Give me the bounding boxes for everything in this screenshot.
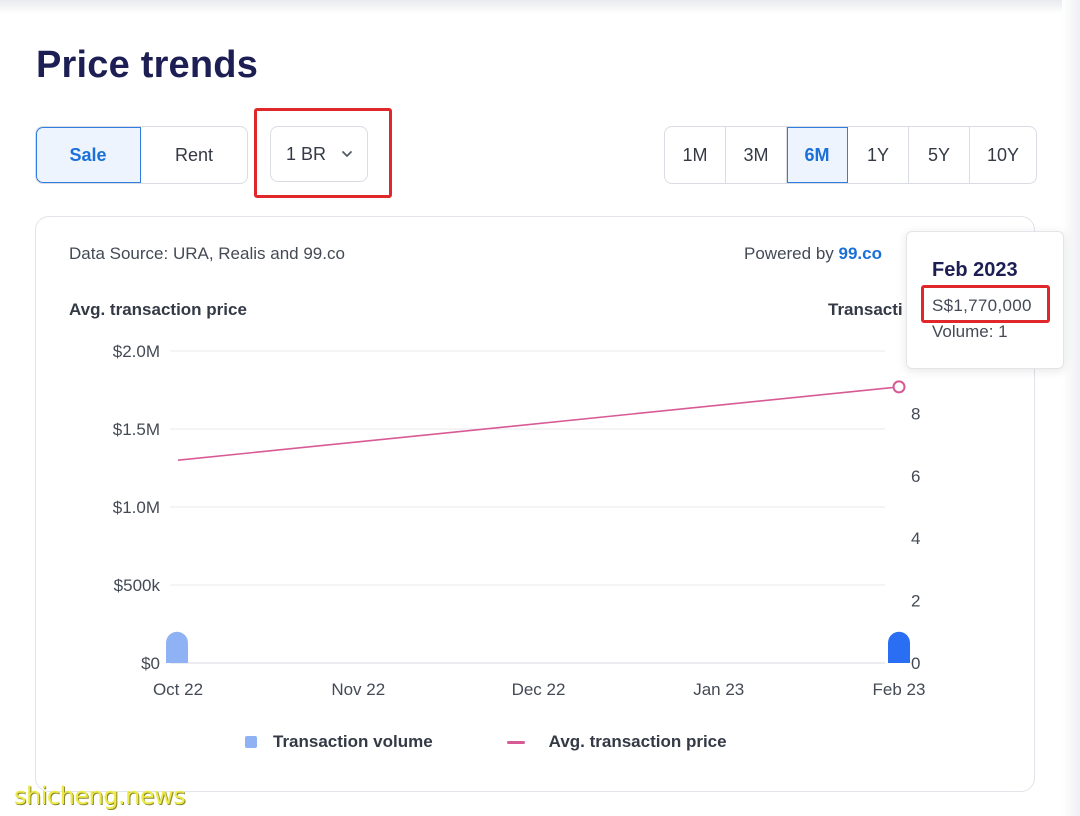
volume-bars	[166, 631, 910, 663]
listing-type-toggle: Sale Rent	[35, 126, 248, 184]
powered-prefix: Powered by	[744, 244, 839, 263]
y-right-tick-label: 4	[911, 529, 920, 548]
y-left-tick-label: $1.5M	[113, 420, 160, 439]
y-left-tick-label: $1.0M	[113, 498, 160, 517]
tooltip-date: Feb 2023	[932, 259, 1018, 281]
page-title: Price trends	[36, 44, 259, 86]
chevron-down-icon	[342, 151, 352, 157]
price-point-marker	[892, 380, 906, 394]
highlight-box-tooltip-price	[921, 285, 1050, 323]
x-tick-label: Dec 22	[512, 680, 566, 699]
volume-bar	[166, 631, 188, 663]
price-line-series	[177, 380, 906, 461]
price-line	[177, 386, 900, 461]
tooltip-price: S$1,770,000	[932, 296, 1032, 315]
y-right-tick-label: 6	[911, 467, 920, 486]
y-left-tick-label: $500k	[114, 576, 161, 595]
y-left-tick-label: $2.0M	[113, 342, 160, 361]
data-source-label: Data Source: URA, Realis and 99.co	[69, 244, 345, 263]
y-left-ticks: $0 $500k $1.0M $1.5M $2.0M	[113, 342, 161, 673]
period-1y[interactable]: 1Y	[848, 127, 910, 183]
volume-bar	[888, 631, 910, 663]
watermark-text: shicheng.news	[14, 782, 186, 810]
period-6m[interactable]: 6M	[787, 127, 849, 183]
highlight-box-bedroom-select	[254, 108, 392, 198]
legend-label-volume: Transaction volume	[273, 732, 433, 751]
legend-swatch-price	[506, 740, 525, 744]
tab-sale[interactable]: Sale	[36, 127, 141, 183]
y-right-ticks: 0 2 4 6 8	[911, 404, 920, 673]
legend-label-price: Avg. transaction price	[548, 732, 727, 751]
chart-tooltip	[906, 231, 1064, 369]
grid-lines	[170, 350, 885, 664]
powered-brand-link[interactable]: 99.co	[838, 244, 882, 263]
y-left-tick-label: $0	[141, 654, 160, 673]
period-10y[interactable]: 10Y	[987, 144, 1020, 165]
period-1m[interactable]: 1M	[665, 127, 727, 183]
legend-swatch-volume	[245, 736, 257, 748]
y-right-tick-label: 2	[911, 592, 920, 611]
legend-item-price[interactable]: Avg. transaction price	[506, 732, 727, 752]
x-tick-label: Oct 22	[153, 680, 203, 699]
x-ticks: Oct 22 Nov 22 Dec 22 Jan 23 Feb 23	[153, 680, 926, 699]
period-3m[interactable]: 3M	[726, 127, 788, 183]
x-tick-label: Nov 22	[331, 680, 385, 699]
bedroom-select-value: 1 BR	[286, 143, 327, 164]
x-tick-label: Feb 23	[873, 680, 926, 699]
chart-card	[35, 216, 1035, 792]
chart-legend: Transaction volume Avg. transaction pric…	[245, 732, 727, 752]
right-shadow	[1062, 0, 1080, 816]
tab-rent[interactable]: Rent	[174, 144, 214, 165]
period-5y[interactable]: 5Y	[909, 127, 971, 183]
y-right-axis-title: Transacti	[828, 300, 903, 319]
x-tick-label: Jan 23	[693, 680, 744, 699]
y-left-axis-title: Avg. transaction price	[69, 300, 247, 319]
y-right-tick-label: 0	[911, 654, 920, 673]
legend-item-volume[interactable]: Transaction volume	[245, 732, 433, 752]
y-right-tick-label: 8	[911, 404, 920, 423]
top-shadow	[0, 0, 1080, 14]
tooltip-volume: Volume: 1	[932, 322, 1008, 341]
powered-by-label: Powered by 99.co	[744, 244, 882, 264]
bedroom-select[interactable]: 1 BR	[270, 126, 368, 182]
period-toggle: 1M 3M 6M 1Y 5Y 10Y	[664, 126, 1037, 184]
